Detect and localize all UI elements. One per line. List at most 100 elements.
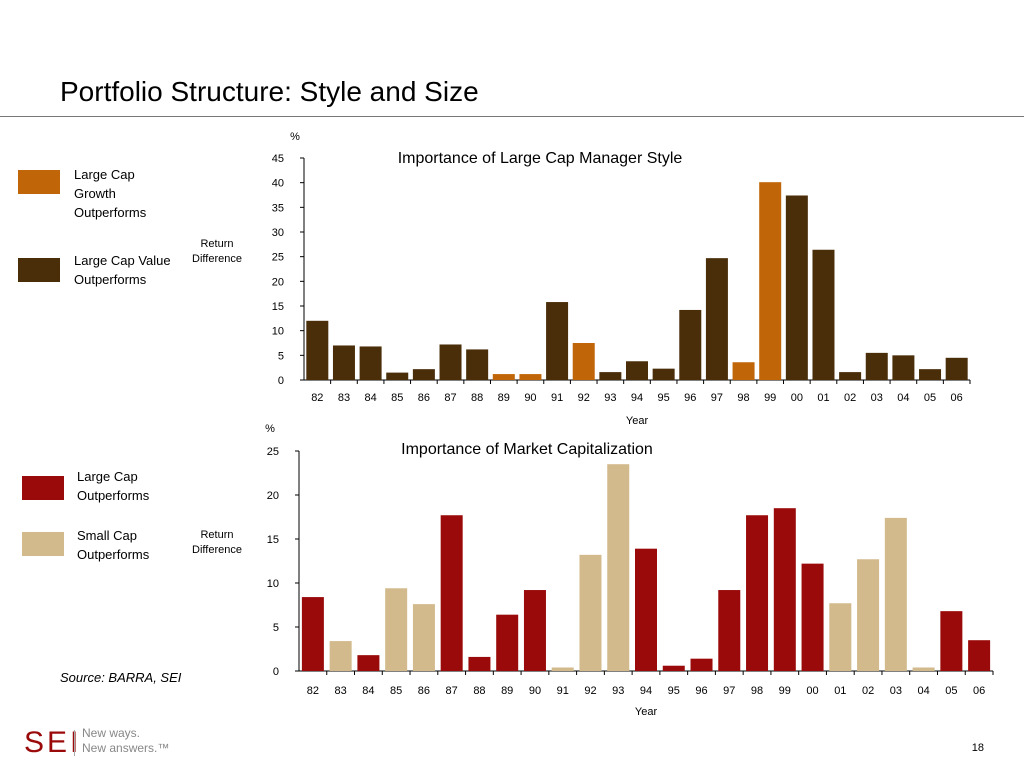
chart2-x-tick-label: 83 [335, 685, 347, 697]
chart1-x-tick-label: 02 [844, 392, 856, 404]
chart2-bar-94 [635, 548, 657, 671]
chart1-x-axis-label: Year [626, 415, 649, 427]
chart1-bar-83 [332, 345, 355, 380]
chart2-title: Importance of Market Capitalization [401, 441, 653, 458]
chart2-x-tick-label: 04 [917, 685, 929, 697]
chart2-bar-04 [912, 667, 935, 671]
chart1-bar-97 [705, 258, 728, 380]
chart1-bar-98 [732, 362, 755, 380]
chart1-bar-91 [546, 302, 569, 380]
chart2-x-tick-label: 05 [945, 685, 957, 697]
chart1-bar-90 [519, 374, 542, 380]
chart2-x-tick-label: 92 [584, 685, 596, 697]
chart1-x-tick-label: 86 [418, 392, 430, 404]
chart2-x-tick-label: 89 [501, 685, 513, 697]
chart2-bar-86 [412, 604, 435, 671]
legend-label-large-cap-value: Large Cap Value Outperforms [74, 253, 171, 287]
chart2-bar-97 [718, 590, 741, 671]
chart2-x-tick-label: 88 [473, 685, 485, 697]
chart1-x-tick-label: 01 [817, 392, 829, 404]
chart2-bar-83 [329, 641, 352, 671]
chart2-x-tick-label: 85 [390, 685, 402, 697]
chart1-x-tick-label: 94 [631, 392, 643, 404]
chart2-bar-98 [746, 515, 769, 671]
chart1-x-tick-label: 97 [711, 392, 723, 404]
chart1-bar-00 [785, 195, 808, 380]
chart2-x-tick-label: 01 [834, 685, 846, 697]
legend-swatch-small-cap [22, 532, 64, 556]
chart1-bar-01 [812, 249, 835, 380]
chart1-bar-93 [599, 372, 622, 380]
chart2-x-tick-label: 96 [695, 685, 707, 697]
chart1-x-tick-label: 92 [578, 392, 590, 404]
chart1-x-tick-label: 98 [737, 392, 749, 404]
chart2-y-tick-label: 25 [267, 446, 279, 458]
chart1-y-tick-label: 30 [272, 227, 284, 239]
chart1-bar-03 [865, 352, 888, 380]
chart1-x-tick-label: 82 [311, 392, 323, 404]
chart1-unit-label: % [290, 131, 300, 143]
chart2-y-tick-label: 5 [273, 622, 279, 634]
chart1-y-tick-label: 40 [272, 178, 284, 190]
chart1-bar-05 [919, 369, 942, 380]
chart1-x-tick-label: 00 [791, 392, 803, 404]
chart1-y-tick-label: 5 [278, 350, 284, 362]
chart2-bar-00 [801, 563, 824, 671]
chart2-y-tick-label: 20 [267, 490, 279, 502]
chart1-y-tick-label: 20 [272, 276, 284, 288]
chart2-x-tick-label: 98 [751, 685, 763, 697]
chart2-bar-99 [773, 508, 796, 671]
chart1-bar-96 [679, 309, 702, 380]
source-note: Source: BARRA, SEI [60, 670, 182, 685]
chart2-bar-02 [857, 559, 880, 671]
chart2-x-tick-label: 97 [723, 685, 735, 697]
logo-divider [74, 730, 75, 756]
chart1-bar-82 [306, 320, 329, 380]
chart1-bar-06 [945, 357, 968, 380]
chart2-x-tick-label: 03 [890, 685, 902, 697]
chart1-x-tick-label: 87 [444, 392, 456, 404]
chart2-bar-96 [690, 658, 713, 671]
chart2-bar-01 [829, 603, 852, 671]
chart1-x-tick-label: 88 [471, 392, 483, 404]
chart1-x-tick-label: 96 [684, 392, 696, 404]
chart1-y-axis-label: Return Difference [192, 238, 242, 265]
title-divider [0, 116, 1024, 117]
chart2-y-tick-label: 15 [267, 534, 279, 546]
chart1-bar-95 [652, 368, 675, 380]
chart1-bar-88 [466, 349, 489, 380]
chart2-x-tick-label: 02 [862, 685, 874, 697]
tagline: New ways. New answers.™ [82, 726, 170, 755]
chart2-bar-82 [301, 597, 324, 671]
chart2-x-tick-label: 87 [446, 685, 458, 697]
chart2-x-axis-label: Year [635, 706, 658, 718]
chart2-bar-06 [968, 640, 991, 671]
chart2-y-tick-label: 10 [267, 578, 279, 590]
chart2-bar-89 [496, 614, 519, 671]
chart2-x-tick-label: 86 [418, 685, 430, 697]
chart1-bar-89 [492, 374, 515, 380]
chart2-x-tick-label: 93 [612, 685, 624, 697]
chart1-y-tick-label: 10 [272, 326, 284, 338]
chart2-x-tick-label: 82 [307, 685, 319, 697]
chart2-x-tick-label: 06 [973, 685, 985, 697]
page-number: 18 [971, 742, 984, 754]
chart1-x-tick-label: 99 [764, 392, 776, 404]
chart1-y-tick-label: 35 [272, 202, 284, 214]
chart1-bar-84 [359, 346, 382, 380]
chart1-bar-85 [386, 372, 409, 380]
chart2-x-tick-label: 00 [806, 685, 818, 697]
chart2-bar-90 [523, 590, 546, 671]
sei-logo: SEI [24, 726, 82, 759]
legend-label-small-cap: Small Cap Outperforms [77, 528, 150, 562]
legend-label-large-cap: Large Cap Outperforms [77, 469, 150, 503]
chart2-y-axis-label: Return Difference [192, 529, 242, 556]
chart2-bar-03 [884, 517, 907, 671]
chart1-x-tick-label: 05 [924, 392, 936, 404]
chart1-x-tick-label: 83 [338, 392, 350, 404]
legend-swatch-large-cap-growth [18, 170, 60, 194]
chart1-x-tick-label: 89 [498, 392, 510, 404]
chart2-bar-92 [579, 554, 602, 671]
chart2-bar-91 [551, 667, 574, 671]
chart2-unit-label: % [265, 423, 275, 435]
